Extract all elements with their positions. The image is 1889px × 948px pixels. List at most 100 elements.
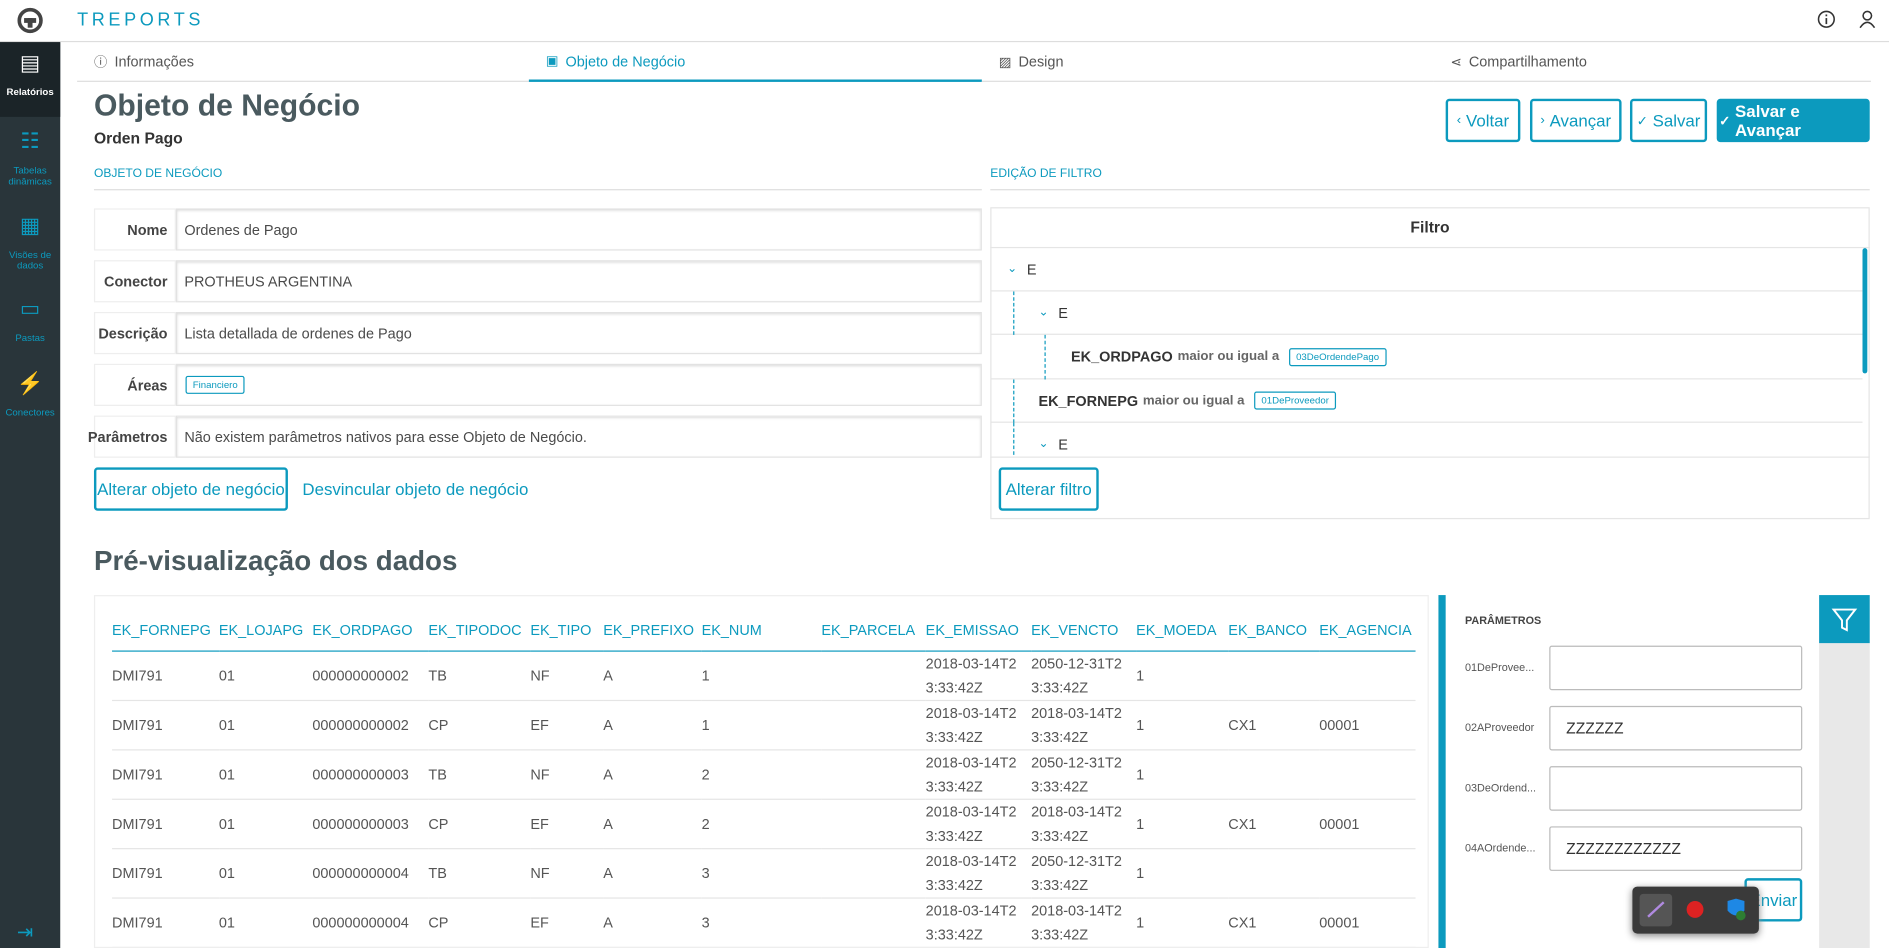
info-icon[interactable] [1817,10,1836,29]
filter-field: EK_ORDPAGO [1070,348,1173,365]
tab[interactable]: ⓘ Informações [77,42,529,82]
column-header[interactable]: EK_LOJAPG [218,608,313,652]
filter-toggle[interactable] [1819,595,1870,644]
param-label: 02AProveedor [1464,721,1535,734]
column-header[interactable]: EK_MOEDA [1136,608,1229,652]
table-cell: 01 [218,749,313,800]
sidebar-icon[interactable]: ▭ [19,296,41,321]
table-cell [1319,749,1416,800]
param-input[interactable]: ZZZZZZZZZZZZ [1549,826,1803,871]
panel-edge [1438,595,1446,948]
column-header[interactable]: EK_TIPO [530,608,604,652]
column-header[interactable]: EK_ORDPAGO [312,608,429,652]
column-header[interactable]: EK_NUM [701,608,822,652]
sidebar-icon[interactable]: ☷ [20,128,40,153]
collapse-icon[interactable]: ⇥ [16,922,34,944]
sidebar-icon[interactable]: ⚡ [16,371,44,396]
table-cell: NF [530,749,604,800]
table-cell: 01 [218,700,313,751]
table-cell: EF [530,898,604,947]
area-tag: Financiero [185,375,245,394]
tree-guide [1013,291,1015,335]
field-label: Parâmetros [88,415,176,458]
filter-button[interactable]: Alterar filtro [998,467,1099,511]
column-header[interactable]: EK_TIPODOC [428,608,531,652]
column-header[interactable]: EK_PREFIXO [603,608,702,652]
header-button[interactable]: › Avançar [1529,98,1622,143]
tab[interactable]: ▣ Objeto de Negócio [528,42,982,82]
filter-icon [1831,608,1858,632]
table-cell: DMI791 [112,898,219,947]
button-icon: ‹ [1456,113,1462,128]
action-button[interactable]: Alterar objeto de negócio [93,467,288,511]
table-cell [821,799,926,850]
table-cell: 1 [701,651,822,702]
table-cell: 2 [701,799,822,850]
table-row: DMI791 01 000000000003 CP EF A 2 2018-03-14T23:… [112,799,1416,850]
column-header[interactable]: EK_EMISSAO [925,608,1032,652]
tree-guide [1013,379,1015,423]
table-cell: 2018-03-14T23:33:42Z [925,749,1032,800]
table-cell: 000000000004 [312,898,429,947]
tree-guide [1044,334,1046,380]
sidebar-active [0,42,61,117]
tab[interactable]: ▨ Design [981,42,1434,82]
param-input[interactable] [1549,645,1803,691]
scrollbar[interactable] [1862,248,1868,374]
table-cell: 2 [701,749,822,800]
sidebar-label[interactable]: Pastas [15,332,45,344]
header-button[interactable]: ✓ Salvar e Avançar [1716,98,1870,143]
param-input[interactable] [1549,766,1803,811]
button-icon: ✓ [1636,113,1648,129]
sidebar-label[interactable]: Relatórios [6,86,54,98]
table-cell: DMI791 [112,651,219,702]
table-cell [1228,749,1320,800]
sidebar-icon[interactable]: ▦ [19,213,41,238]
header-button[interactable]: ✓ Salvar [1629,98,1708,143]
table-cell: 01 [218,898,313,947]
table-cell: 00001 [1319,898,1416,947]
tab-label: Objeto de Negócio [565,52,686,70]
chevron: ⌄ [1007,262,1018,276]
panel-strip [1819,643,1870,948]
table-cell: 2018-03-14T23:33:42Z [925,700,1032,751]
field-label: Áreas [93,363,176,406]
table-cell: 2050-12-31T23:33:42Z [1031,749,1137,800]
table-cell: 1 [1136,799,1229,850]
column-header[interactable]: EK_AGENCIA [1319,608,1416,652]
table-cell: 1 [1136,700,1229,751]
column-header[interactable]: EK_FORNEPG [112,608,219,652]
table-cell: DMI791 [112,749,219,800]
table-container: EK_FORNEPG EK_LOJAPG EK_ORDPAGO EK_TIPODOC E… [93,595,1429,948]
button-label: Salvar e Avançar [1735,101,1802,140]
column-header[interactable]: EK_BANCO [1228,608,1320,652]
filter-row[interactable]: ⌄ E [990,292,1863,335]
action-link[interactable]: Desvincular objeto de negócio [302,479,529,499]
column-header[interactable]: EK_PARCELA [821,608,926,652]
table-row: DMI791 01 000000000002 TB NF A 1 2018-03-14T23:… [112,651,1416,702]
page-title: Objeto de Negócio [93,89,361,123]
table-cell: 2018-03-14T23:33:42Z [925,651,1032,702]
filter-row[interactable]: ⌄ E [990,248,1863,292]
column-header[interactable]: EK_VENCTO [1031,608,1137,652]
operator: E [1058,304,1068,322]
chevron: ⌄ [1038,305,1049,320]
table-cell [821,848,926,899]
sidebar-icon[interactable]: ▤ [19,50,41,75]
header-button[interactable]: ‹ Voltar [1445,98,1521,143]
tab[interactable]: ⋖ Compartilhamento [1433,42,1871,82]
sidebar-label[interactable]: Conectores [5,407,55,418]
sidebar-label[interactable]: Visões de dados [9,249,52,272]
param-input[interactable]: ZZZZZZ [1549,705,1803,751]
user-icon[interactable] [1858,10,1877,29]
tab-label: Informações [114,53,194,70]
field-label: Conector [93,260,176,303]
filter-row[interactable]: ⌄ E [990,423,1862,457]
table-cell: 2050-12-31T23:33:42Z [1031,651,1137,702]
table-cell: TB [428,651,531,702]
tab-icon: ▣ [545,54,559,69]
sidebar-label[interactable]: Tabelas dinâmicas [8,165,52,187]
table-cell: TB [428,749,531,800]
table-cell: 000000000002 [312,700,429,751]
